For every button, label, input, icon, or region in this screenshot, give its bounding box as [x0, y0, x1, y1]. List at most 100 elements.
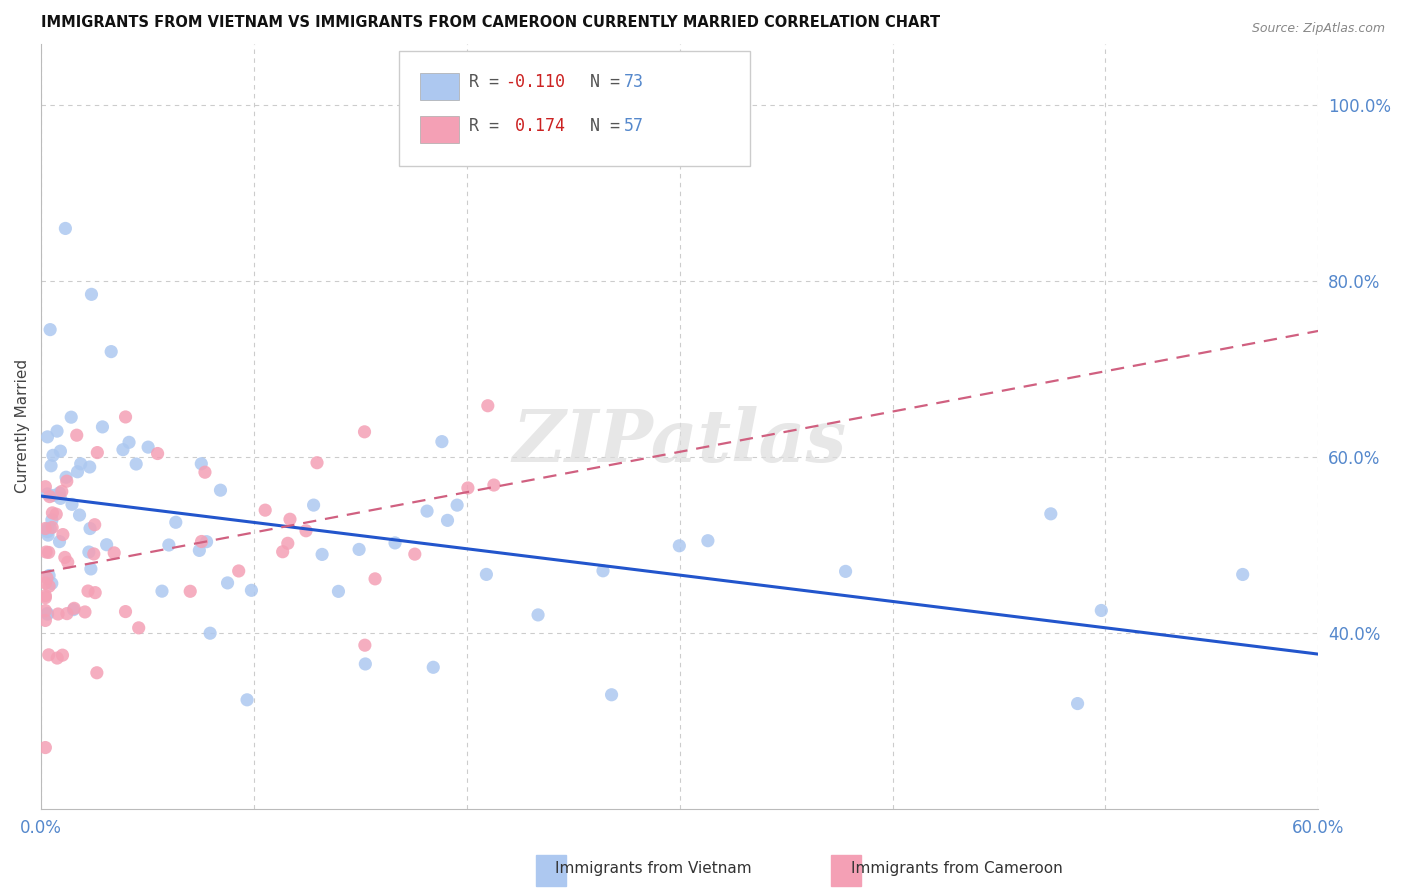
Point	[80, 562, 103, 576]
Point	[42, 488, 65, 502]
Point	[34, 591, 56, 605]
Point	[600, 688, 623, 702]
Text: Immigrants from Vietnam: Immigrants from Vietnam	[555, 861, 752, 876]
Point	[347, 542, 370, 557]
Text: 0.174: 0.174	[505, 117, 565, 135]
Point	[457, 481, 479, 495]
Point	[136, 440, 159, 454]
Point	[51, 484, 73, 499]
Bar	[420, 73, 458, 100]
Point	[236, 693, 259, 707]
Point	[38, 579, 60, 593]
Point	[1066, 697, 1088, 711]
Point	[190, 457, 212, 471]
Point	[271, 545, 294, 559]
Point	[60, 410, 83, 425]
Point	[49, 444, 72, 458]
Point	[34, 604, 56, 618]
Point	[46, 607, 69, 621]
Point	[157, 538, 180, 552]
Point	[46, 651, 69, 665]
Point	[80, 287, 103, 301]
Text: Source: ZipAtlas.com: Source: ZipAtlas.com	[1251, 22, 1385, 36]
Point	[39, 521, 62, 535]
Point	[34, 480, 56, 494]
Point	[83, 517, 105, 532]
Point	[328, 584, 350, 599]
Point	[209, 483, 232, 498]
Text: 73: 73	[623, 73, 644, 91]
Point	[354, 657, 377, 671]
Point	[46, 424, 69, 438]
Point	[1090, 603, 1112, 617]
Point	[66, 465, 89, 479]
Point	[41, 506, 63, 520]
Point	[60, 497, 83, 511]
Point	[37, 528, 59, 542]
Point	[84, 585, 107, 599]
Point	[114, 409, 136, 424]
Point	[475, 567, 498, 582]
Text: N =: N =	[560, 117, 630, 135]
Point	[38, 568, 60, 582]
Point	[34, 740, 56, 755]
FancyBboxPatch shape	[399, 52, 749, 166]
Point	[86, 445, 108, 459]
Bar	[420, 116, 458, 144]
Point	[128, 621, 150, 635]
Point	[179, 584, 201, 599]
Point	[86, 665, 108, 680]
Point	[592, 564, 614, 578]
Point	[125, 457, 148, 471]
Point	[55, 221, 77, 235]
Point	[77, 584, 100, 599]
Point	[37, 607, 59, 622]
Point	[228, 564, 250, 578]
Text: IMMIGRANTS FROM VIETNAM VS IMMIGRANTS FROM CAMEROON CURRENTLY MARRIED CORRELATIO: IMMIGRANTS FROM VIETNAM VS IMMIGRANTS FR…	[41, 15, 941, 30]
Point	[51, 648, 73, 662]
Text: 57: 57	[623, 117, 644, 135]
Point	[49, 491, 72, 506]
Point	[79, 522, 101, 536]
Point	[37, 522, 59, 536]
Point	[34, 614, 56, 628]
Point	[37, 524, 59, 539]
Point	[353, 425, 375, 439]
Point	[190, 534, 212, 549]
Point	[305, 456, 328, 470]
Point	[83, 547, 105, 561]
Point	[53, 550, 76, 565]
Point	[41, 576, 63, 591]
Point	[55, 470, 77, 484]
Point	[69, 457, 91, 471]
Point	[198, 626, 221, 640]
Text: R =: R =	[470, 73, 509, 91]
Point	[48, 486, 70, 500]
Point	[37, 607, 59, 621]
Point	[66, 428, 89, 442]
Point	[69, 508, 91, 522]
Text: Immigrants from Cameroon: Immigrants from Cameroon	[851, 861, 1063, 876]
Point	[41, 513, 63, 527]
Point	[62, 602, 84, 616]
Point	[55, 474, 77, 488]
Point	[34, 589, 56, 603]
Point	[103, 546, 125, 560]
Point	[302, 498, 325, 512]
Point	[668, 539, 690, 553]
Point	[404, 547, 426, 561]
Point	[217, 575, 239, 590]
Point	[38, 648, 60, 662]
Point	[37, 487, 59, 501]
Point	[34, 576, 56, 591]
Point	[41, 520, 63, 534]
Point	[240, 583, 263, 598]
Point	[430, 434, 453, 449]
Point	[63, 601, 86, 615]
Point	[73, 605, 96, 619]
Point	[194, 465, 217, 479]
Point	[38, 490, 60, 504]
Y-axis label: Currently Married: Currently Married	[15, 359, 30, 493]
Point	[477, 399, 499, 413]
Point	[48, 534, 70, 549]
